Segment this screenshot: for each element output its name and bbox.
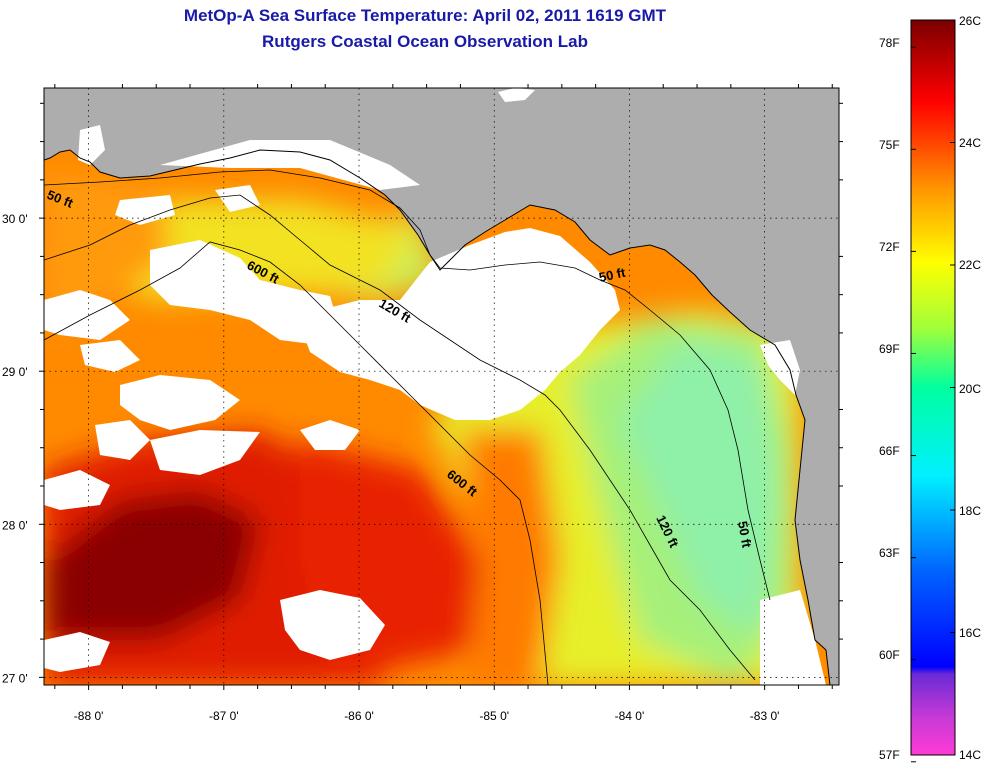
colorbar [910, 19, 956, 756]
lat-tick-label: 29 0' [2, 365, 28, 379]
cb-label-75f: 75F [879, 138, 900, 152]
cb-label-24c: 24C [959, 136, 982, 150]
cb-label-26c: 26C [959, 14, 982, 28]
cloud-mask [44, 88, 826, 685]
contour-label-50ft-south: 50 ft [735, 520, 755, 550]
lon-tick-label: -86 0' [344, 709, 374, 723]
cb-label-69f: 69F [879, 342, 900, 356]
lon-tick-label: -83 0' [750, 709, 780, 723]
cb-label-63f: 63F [879, 546, 900, 560]
cb-label-78f: 78F [879, 36, 900, 50]
cb-label-72f: 72F [879, 240, 900, 254]
cb-label-20c: 20C [959, 382, 982, 396]
colorbar-ticks [911, 19, 955, 763]
cb-label-57f: 57F [879, 748, 900, 762]
tick-labels: -88 0' -87 0' -86 0' -85 0' -84 0' -83 0' 30 0… [2, 212, 779, 723]
lat-tick-label: 30 0' [2, 212, 28, 226]
lat-tick-label: 27 0' [2, 671, 28, 685]
map-title: MetOp-A Sea Surface Temperature: April 0… [183, 6, 667, 25]
cb-label-66f: 66F [879, 444, 900, 458]
bathymetry-contours [44, 169, 771, 685]
cb-label-60f: 60F [879, 648, 900, 662]
contour-label-50ft-bigbend: 50 ft [598, 265, 628, 285]
lon-tick-label: -84 0' [615, 709, 645, 723]
cb-label-18c: 18C [959, 504, 982, 518]
lon-tick-label: -85 0' [479, 709, 509, 723]
coastline [44, 149, 831, 685]
cb-label-14c: 14C [959, 748, 982, 762]
lat-tick-label: 28 0' [2, 518, 28, 532]
cb-label-22c: 22C [959, 258, 982, 272]
plot-frame [43, 87, 840, 686]
lon-tick-label: -88 0' [74, 709, 104, 723]
lon-tick-label: -87 0' [209, 709, 239, 723]
cb-label-16c: 16C [959, 626, 982, 640]
land-mass [44, 88, 839, 685]
graticule [39, 84, 843, 690]
map-subtitle: Rutgers Coastal Ocean Observation Lab [262, 32, 588, 51]
